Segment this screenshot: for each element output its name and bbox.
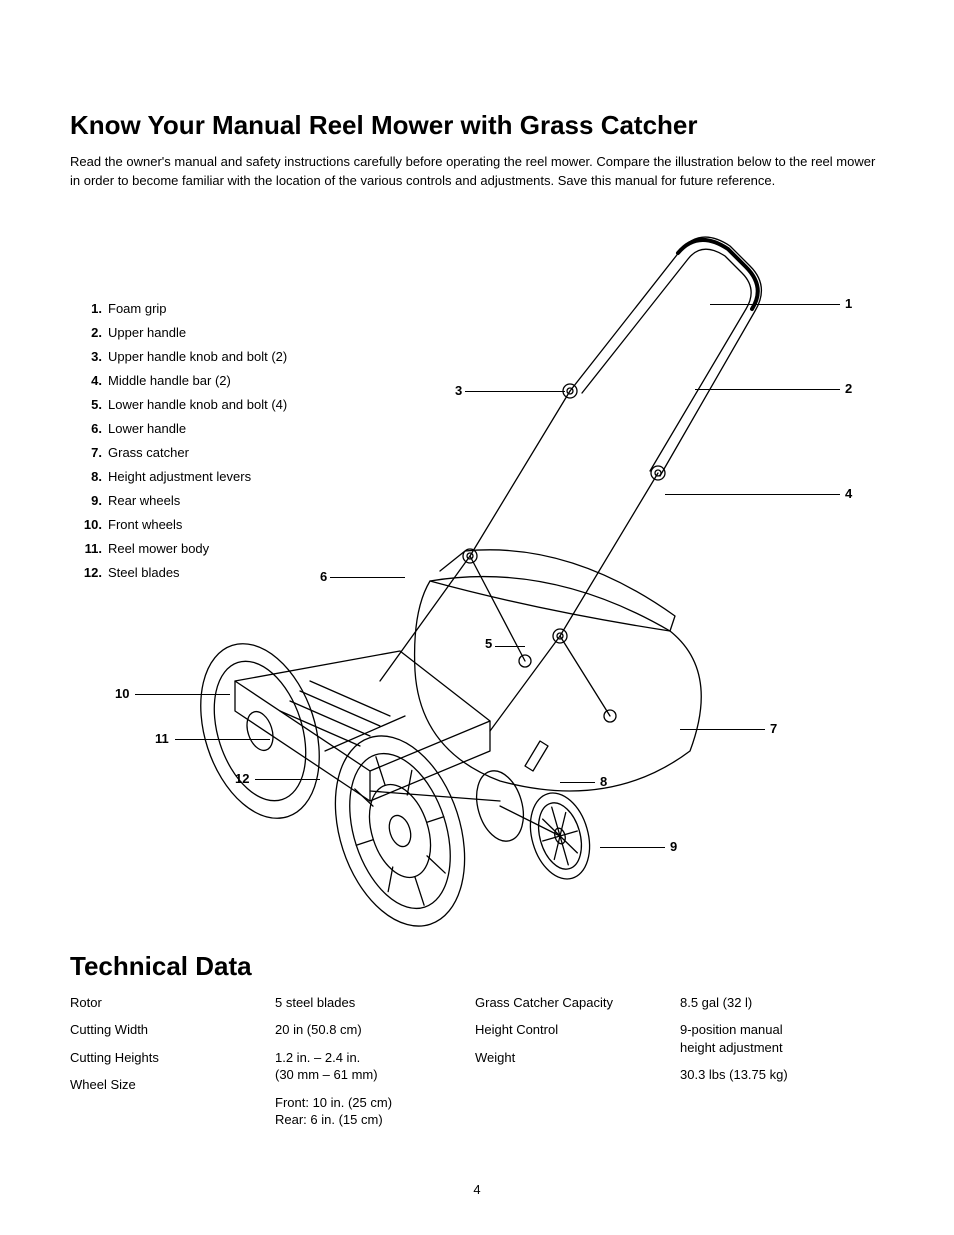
tech-label: Rotor [70,994,275,1012]
callout-number: 11 [155,731,169,746]
callout-number: 12 [235,771,249,786]
tech-value: 30.3 lbs (13.75 kg) [680,1066,880,1084]
callout-number: 9 [670,839,677,854]
tech-value: 20 in (50.8 cm) [275,1021,475,1039]
tech-value: 8.5 gal (32 l) [680,994,880,1012]
tech-label: Weight [475,1049,680,1067]
section-title-tech: Technical Data [70,951,884,982]
leader-line [465,391,565,392]
page-number: 4 [0,1182,954,1197]
callout-number: 6 [320,569,327,584]
mower-illustration [70,211,884,931]
technical-data-section: Technical Data Rotor Cutting Width Cutting… [70,951,884,1139]
callout-number: 7 [770,721,777,736]
tech-value: 5 steel blades [275,994,475,1012]
callout-number: 10 [115,686,129,701]
leader-line [600,847,665,848]
leader-line [330,577,405,578]
leader-line [175,739,270,740]
tech-label: Wheel Size [70,1076,275,1094]
callout-number: 4 [845,486,852,501]
leader-line [695,389,840,390]
leader-line [710,304,840,305]
leader-line [665,494,840,495]
leader-line [680,729,765,730]
callout-number: 1 [845,296,852,311]
tech-label: Height Control [475,1021,680,1039]
leader-line [495,646,525,647]
tech-value: 1.2 in. – 2.4 in.(30 mm – 61 mm) [275,1049,475,1084]
tech-label: Cutting Width [70,1021,275,1039]
tech-label: Cutting Heights [70,1049,275,1067]
callout-number: 5 [485,636,492,651]
callout-number: 8 [600,774,607,789]
leader-line [135,694,230,695]
callout-number: 3 [455,383,462,398]
leader-line [560,782,595,783]
section-title-know: Know Your Manual Reel Mower with Grass C… [70,110,884,141]
callout-number: 2 [845,381,852,396]
diagram-area: 1.Foam grip2.Upper handle3.Upper handle … [70,211,884,931]
tech-label: Grass Catcher Capacity [475,994,680,1012]
intro-paragraph: Read the owner's manual and safety instr… [70,153,884,191]
tech-value: 9-position manualheight adjustment [680,1021,880,1056]
leader-line [255,779,320,780]
tech-value: Front: 10 in. (25 cm)Rear: 6 in. (15 cm) [275,1094,475,1129]
